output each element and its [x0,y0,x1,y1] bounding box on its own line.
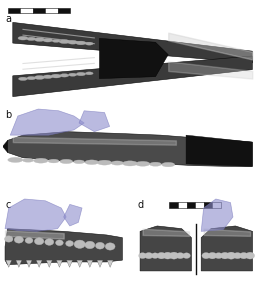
Circle shape [139,253,146,259]
Circle shape [34,238,44,245]
Circle shape [60,159,73,164]
Circle shape [59,40,70,44]
Polygon shape [8,132,252,166]
Polygon shape [13,22,252,63]
Polygon shape [201,199,233,231]
Circle shape [51,74,61,78]
Circle shape [85,241,95,249]
Circle shape [4,236,13,242]
Circle shape [48,159,59,163]
Circle shape [43,75,53,79]
Circle shape [76,72,86,76]
Circle shape [74,160,84,164]
Circle shape [27,37,36,41]
Circle shape [239,253,248,259]
Circle shape [145,253,153,259]
Circle shape [14,236,23,243]
Circle shape [18,36,28,40]
Polygon shape [6,260,12,267]
Circle shape [183,253,190,258]
Text: a: a [5,14,11,24]
Text: d: d [138,200,144,210]
Text: c: c [5,200,10,210]
Circle shape [34,75,45,79]
Circle shape [95,242,105,249]
Circle shape [245,252,255,259]
Polygon shape [186,135,252,166]
Circle shape [25,238,33,243]
Circle shape [208,252,217,259]
Circle shape [151,253,159,258]
Bar [178,202,186,208]
Polygon shape [77,260,83,267]
Polygon shape [97,260,103,267]
Circle shape [97,160,112,165]
Text: b: b [5,110,11,120]
Bar [170,202,178,208]
Circle shape [22,158,34,162]
Polygon shape [13,56,252,97]
Polygon shape [64,204,82,226]
Circle shape [60,74,69,77]
Circle shape [27,77,36,80]
Circle shape [111,161,124,165]
Circle shape [215,253,223,259]
Circle shape [68,40,78,44]
Circle shape [226,252,236,259]
Circle shape [202,253,210,259]
Circle shape [74,240,85,248]
Polygon shape [79,111,110,132]
Circle shape [176,253,184,259]
Polygon shape [99,38,168,79]
Circle shape [8,157,23,162]
Circle shape [85,72,93,75]
Circle shape [56,240,63,246]
Bar [186,202,195,208]
Circle shape [18,77,28,81]
Circle shape [135,161,150,166]
Circle shape [169,252,179,259]
Polygon shape [56,260,62,267]
Circle shape [66,241,73,246]
Polygon shape [201,226,252,271]
Polygon shape [67,260,73,267]
Circle shape [163,252,172,259]
Polygon shape [5,199,66,231]
Bar [204,202,212,208]
Polygon shape [87,260,93,267]
Circle shape [220,252,229,259]
Polygon shape [140,226,191,271]
Polygon shape [10,109,84,135]
Circle shape [157,252,166,259]
Circle shape [162,162,175,167]
Circle shape [105,243,115,250]
Circle shape [68,73,77,76]
Circle shape [233,253,242,259]
Bar [212,202,221,208]
Circle shape [34,38,45,41]
Circle shape [45,239,54,245]
Polygon shape [5,229,122,264]
Circle shape [76,41,86,45]
Circle shape [85,42,93,45]
Circle shape [122,161,138,166]
Polygon shape [26,260,32,267]
Bar [195,202,204,208]
Circle shape [85,160,99,165]
Polygon shape [46,260,52,267]
Polygon shape [16,260,22,267]
Polygon shape [107,260,113,267]
Polygon shape [36,260,42,267]
Polygon shape [3,140,8,153]
Circle shape [52,39,60,42]
Circle shape [34,158,48,163]
Circle shape [43,38,53,42]
Circle shape [150,162,161,166]
